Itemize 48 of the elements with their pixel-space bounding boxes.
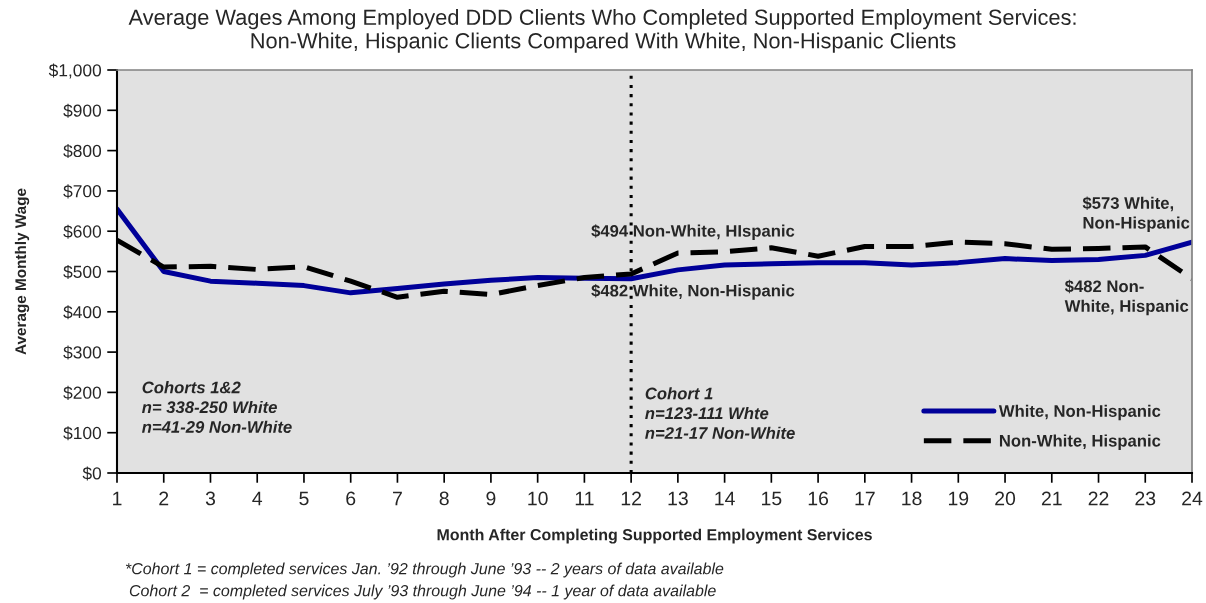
- x-tick-label: 7: [393, 491, 402, 506]
- y-tick-label: $900: [63, 103, 102, 118]
- x-tick-label: 9: [486, 491, 496, 506]
- x-tick-label: 1: [113, 491, 122, 506]
- annotation: Cohorts 1&2 n= 338-250 White n=41-29 Non-White: [142, 381, 292, 433]
- annotation: $573 White, Non-Hispanic: [1082, 196, 1190, 233]
- x-tick-label: 8: [439, 491, 449, 506]
- x-tick-label: 10: [528, 491, 548, 506]
- x-tick-label: 3: [205, 491, 216, 506]
- annotation: $494 Non-White, HIspanic: [591, 224, 795, 241]
- x-tick-label: 15: [762, 491, 782, 506]
- x-tick-label: 11: [575, 491, 594, 506]
- x-tick-label: 23: [1135, 491, 1156, 506]
- x-tick-label: 22: [1088, 491, 1109, 506]
- y-tick-label: $700: [63, 184, 102, 199]
- y-axis-title: Average Monthly Wage: [14, 188, 30, 355]
- x-tick-label: 4: [252, 491, 263, 506]
- x-tick-label: 5: [299, 491, 309, 506]
- y-tick-label: $100: [63, 426, 102, 441]
- x-tick-label: 13: [668, 491, 688, 506]
- x-tick-label: 18: [902, 491, 922, 506]
- annotation: Cohort 1 n=123-111 Whte n=21-17 Non-White: [645, 387, 795, 439]
- x-tick-label: 19: [948, 491, 969, 506]
- legend-label: Non-White, Hispanic: [999, 434, 1161, 450]
- x-tick-label: 20: [995, 491, 1016, 506]
- x-tick-label: 16: [808, 491, 829, 506]
- text: *Cohort 1 = completed services Jan. ’92 through June ’93 -- 2 years of data available: [125, 562, 724, 578]
- x-tick-label: 24: [1182, 491, 1203, 506]
- x-tick-label: 12: [621, 491, 641, 506]
- annotation: $482 Non- White, Hispanic: [1064, 279, 1189, 316]
- chart-title: Average Wages Among Employed DDD Clients Who Completed Supported Employment Services: Non-White, Hispanic Clients Compared With White, Non-Hispanic Clients: [128, 9, 1076, 53]
- y-tick-label: $200: [63, 385, 102, 400]
- y-tick-label: $1,000: [48, 63, 102, 79]
- x-tick-label: 2: [159, 491, 169, 506]
- y-tick-label: $0: [82, 466, 102, 481]
- x-tick-label: 14: [715, 491, 735, 506]
- legend-label: White, Non-Hispanic: [998, 404, 1161, 421]
- y-tick-label: $600: [63, 224, 102, 239]
- y-tick-label: $800: [63, 144, 102, 159]
- x-tick-label: 6: [346, 491, 356, 506]
- y-tick-label: $500: [63, 264, 102, 279]
- y-tick-label: $300: [63, 345, 102, 360]
- annotation: $482 White, Non-Hispanic: [591, 283, 795, 300]
- x-tick-label: 21: [1041, 491, 1062, 506]
- text: Cohort 2 = completed services July ’93 through June ’94 -- 1 year of data available: [129, 584, 716, 600]
- x-tick-label: 17: [855, 491, 875, 506]
- y-tick-label: $400: [63, 305, 102, 320]
- x-axis-title: Month After Completing Supported Employment Services: [437, 528, 872, 544]
